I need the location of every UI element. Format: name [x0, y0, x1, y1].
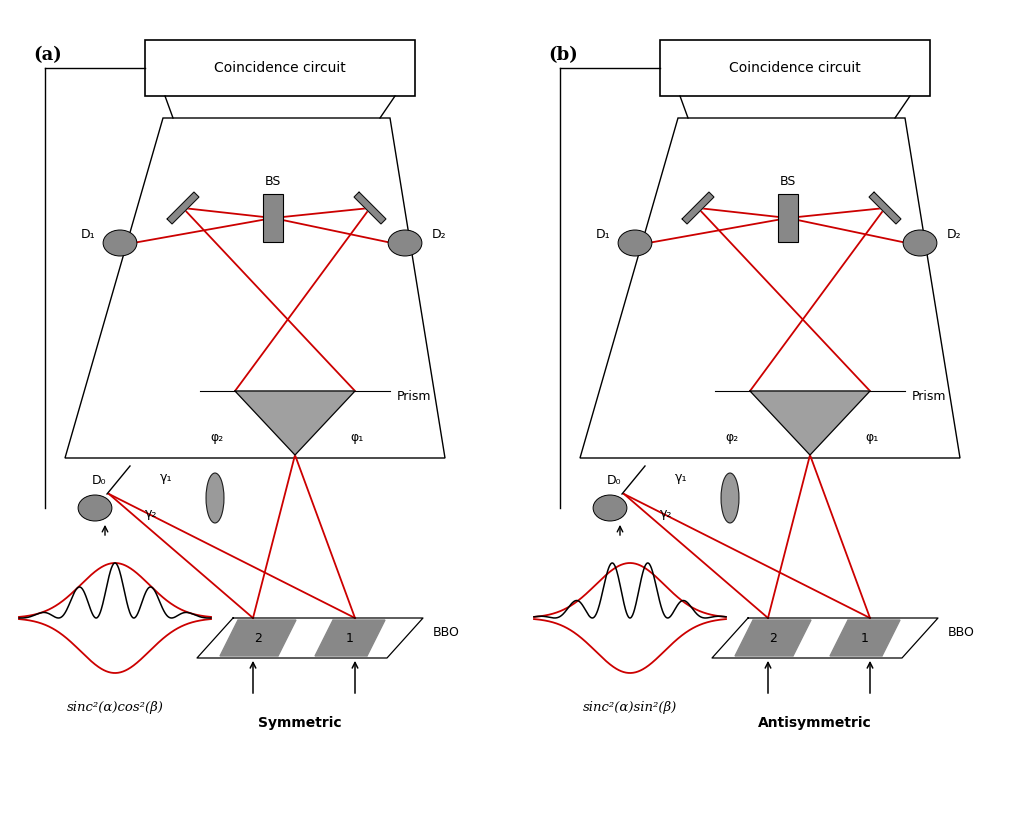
Text: 2: 2 [769, 632, 777, 644]
Text: γ₁: γ₁ [675, 471, 687, 485]
Text: 1: 1 [346, 632, 354, 644]
Text: BS: BS [780, 175, 797, 188]
Polygon shape [830, 620, 900, 656]
Text: Prism: Prism [397, 390, 431, 403]
Text: φ₁: φ₁ [350, 432, 364, 444]
Text: Coincidence circuit: Coincidence circuit [729, 61, 861, 75]
Ellipse shape [206, 473, 224, 523]
Bar [778, 194, 798, 242]
Text: sinc²(α)cos²(β): sinc²(α)cos²(β) [67, 701, 164, 714]
Text: (a): (a) [33, 46, 61, 64]
Ellipse shape [593, 495, 627, 521]
Text: BBO: BBO [433, 627, 460, 639]
Polygon shape [712, 618, 938, 658]
Polygon shape [234, 391, 355, 455]
Text: γ₁: γ₁ [160, 471, 172, 485]
Text: D₀: D₀ [607, 474, 622, 486]
Text: BBO: BBO [948, 627, 975, 639]
Ellipse shape [78, 495, 112, 521]
Text: φ₁: φ₁ [865, 432, 879, 444]
Polygon shape [315, 620, 385, 656]
Text: 1: 1 [861, 632, 869, 644]
Bar [660, 40, 930, 96]
Bar [145, 40, 415, 96]
Text: γ₂: γ₂ [660, 506, 673, 519]
Text: Antisymmetric: Antisymmetric [758, 716, 871, 730]
Text: D₂: D₂ [432, 228, 446, 241]
Polygon shape [735, 620, 811, 656]
Polygon shape [197, 618, 423, 658]
Ellipse shape [388, 230, 422, 256]
Text: D₁: D₁ [596, 228, 610, 241]
Bar [263, 194, 283, 242]
Text: γ₂: γ₂ [145, 506, 158, 519]
Polygon shape [354, 192, 386, 224]
Text: Coincidence circuit: Coincidence circuit [214, 61, 346, 75]
Text: Symmetric: Symmetric [258, 716, 342, 730]
Text: Prism: Prism [912, 390, 946, 403]
Ellipse shape [103, 230, 137, 256]
Text: D₁: D₁ [81, 228, 95, 241]
Text: φ₂: φ₂ [210, 432, 223, 444]
Text: (b): (b) [548, 46, 578, 64]
Text: φ₂: φ₂ [725, 432, 738, 444]
Polygon shape [220, 620, 296, 656]
Text: D₀: D₀ [92, 474, 106, 486]
Text: sinc²(α)sin²(β): sinc²(α)sin²(β) [583, 701, 677, 714]
Ellipse shape [721, 473, 739, 523]
Polygon shape [869, 192, 901, 224]
Text: 2: 2 [254, 632, 262, 644]
Polygon shape [682, 192, 714, 224]
Ellipse shape [618, 230, 652, 256]
Text: D₂: D₂ [946, 228, 962, 241]
Ellipse shape [903, 230, 937, 256]
Polygon shape [167, 192, 199, 224]
Polygon shape [750, 391, 870, 455]
Text: BS: BS [265, 175, 282, 188]
